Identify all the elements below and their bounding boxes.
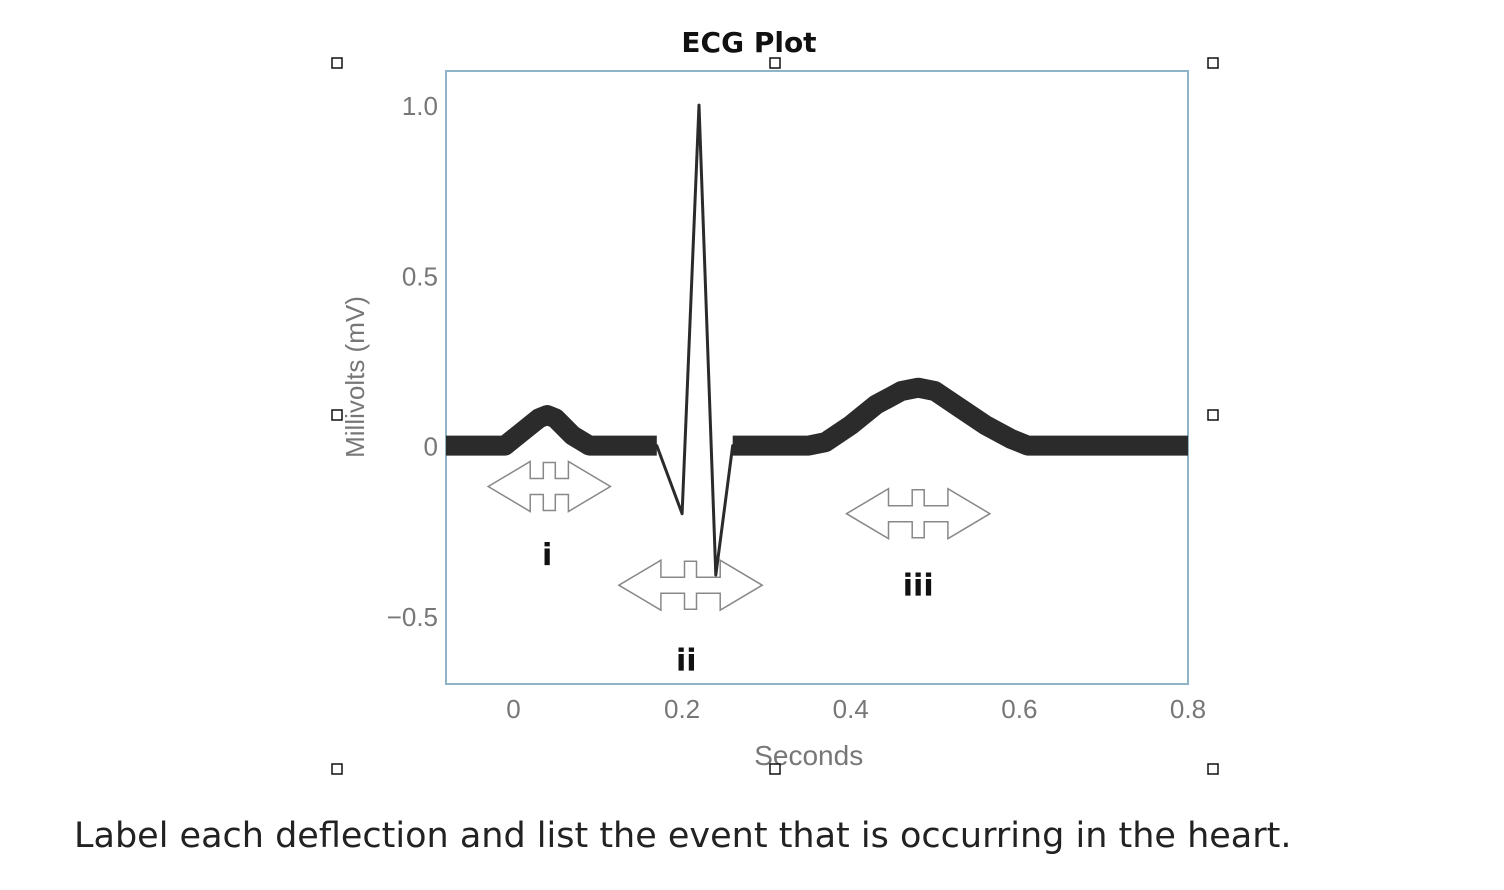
resize-handle[interactable] xyxy=(769,763,781,775)
resize-handle[interactable] xyxy=(1207,763,1219,775)
question-text: Label each deflection and list the event… xyxy=(74,816,1292,856)
x-tick-label: 0.4 xyxy=(833,694,869,724)
deflection-label: iii xyxy=(903,568,934,603)
y-tick-label: 0.5 xyxy=(402,261,438,291)
resize-handle[interactable] xyxy=(331,409,343,421)
interval-arrow xyxy=(845,487,992,541)
resize-handle[interactable] xyxy=(769,57,781,69)
ecg-trace-segment xyxy=(732,377,1188,456)
ecg-chart: ECG Plot 1.00.50−0.5 0 0.2 0.4 0.6 0.8 Secon… xyxy=(331,26,1219,775)
y-tick-label: −0.5 xyxy=(387,602,438,632)
y-tick-label: 0 xyxy=(424,432,438,462)
resize-handle[interactable] xyxy=(331,57,343,69)
x-tick-label: 0 xyxy=(506,694,520,724)
resize-handle[interactable] xyxy=(1207,409,1219,421)
y-tick-label: 1.0 xyxy=(402,91,438,121)
ecg-trace-segment xyxy=(446,405,657,456)
interval-arrow xyxy=(486,460,612,513)
resize-handle[interactable] xyxy=(331,763,343,775)
interval-arrow xyxy=(617,558,764,612)
y-axis-label: Millivolts (mV) xyxy=(340,296,370,458)
interval-arrows xyxy=(486,460,992,612)
resize-handle[interactable] xyxy=(1207,57,1219,69)
ecg-trace-line xyxy=(446,103,1188,577)
deflection-label: i xyxy=(542,538,552,573)
plot-area xyxy=(445,70,1189,685)
x-axis: 0 0.2 0.4 0.6 0.8 xyxy=(506,694,1206,724)
x-tick-label: 0.6 xyxy=(1001,694,1037,724)
deflection-label: ii xyxy=(676,643,697,678)
x-tick-label: 0.2 xyxy=(664,694,700,724)
selection-handles[interactable] xyxy=(331,57,1219,775)
x-tick-label: 0.8 xyxy=(1170,694,1206,724)
chart-title: ECG Plot xyxy=(681,26,816,59)
y-axis: 1.0 0.5 0 −0.5 xyxy=(387,91,438,632)
